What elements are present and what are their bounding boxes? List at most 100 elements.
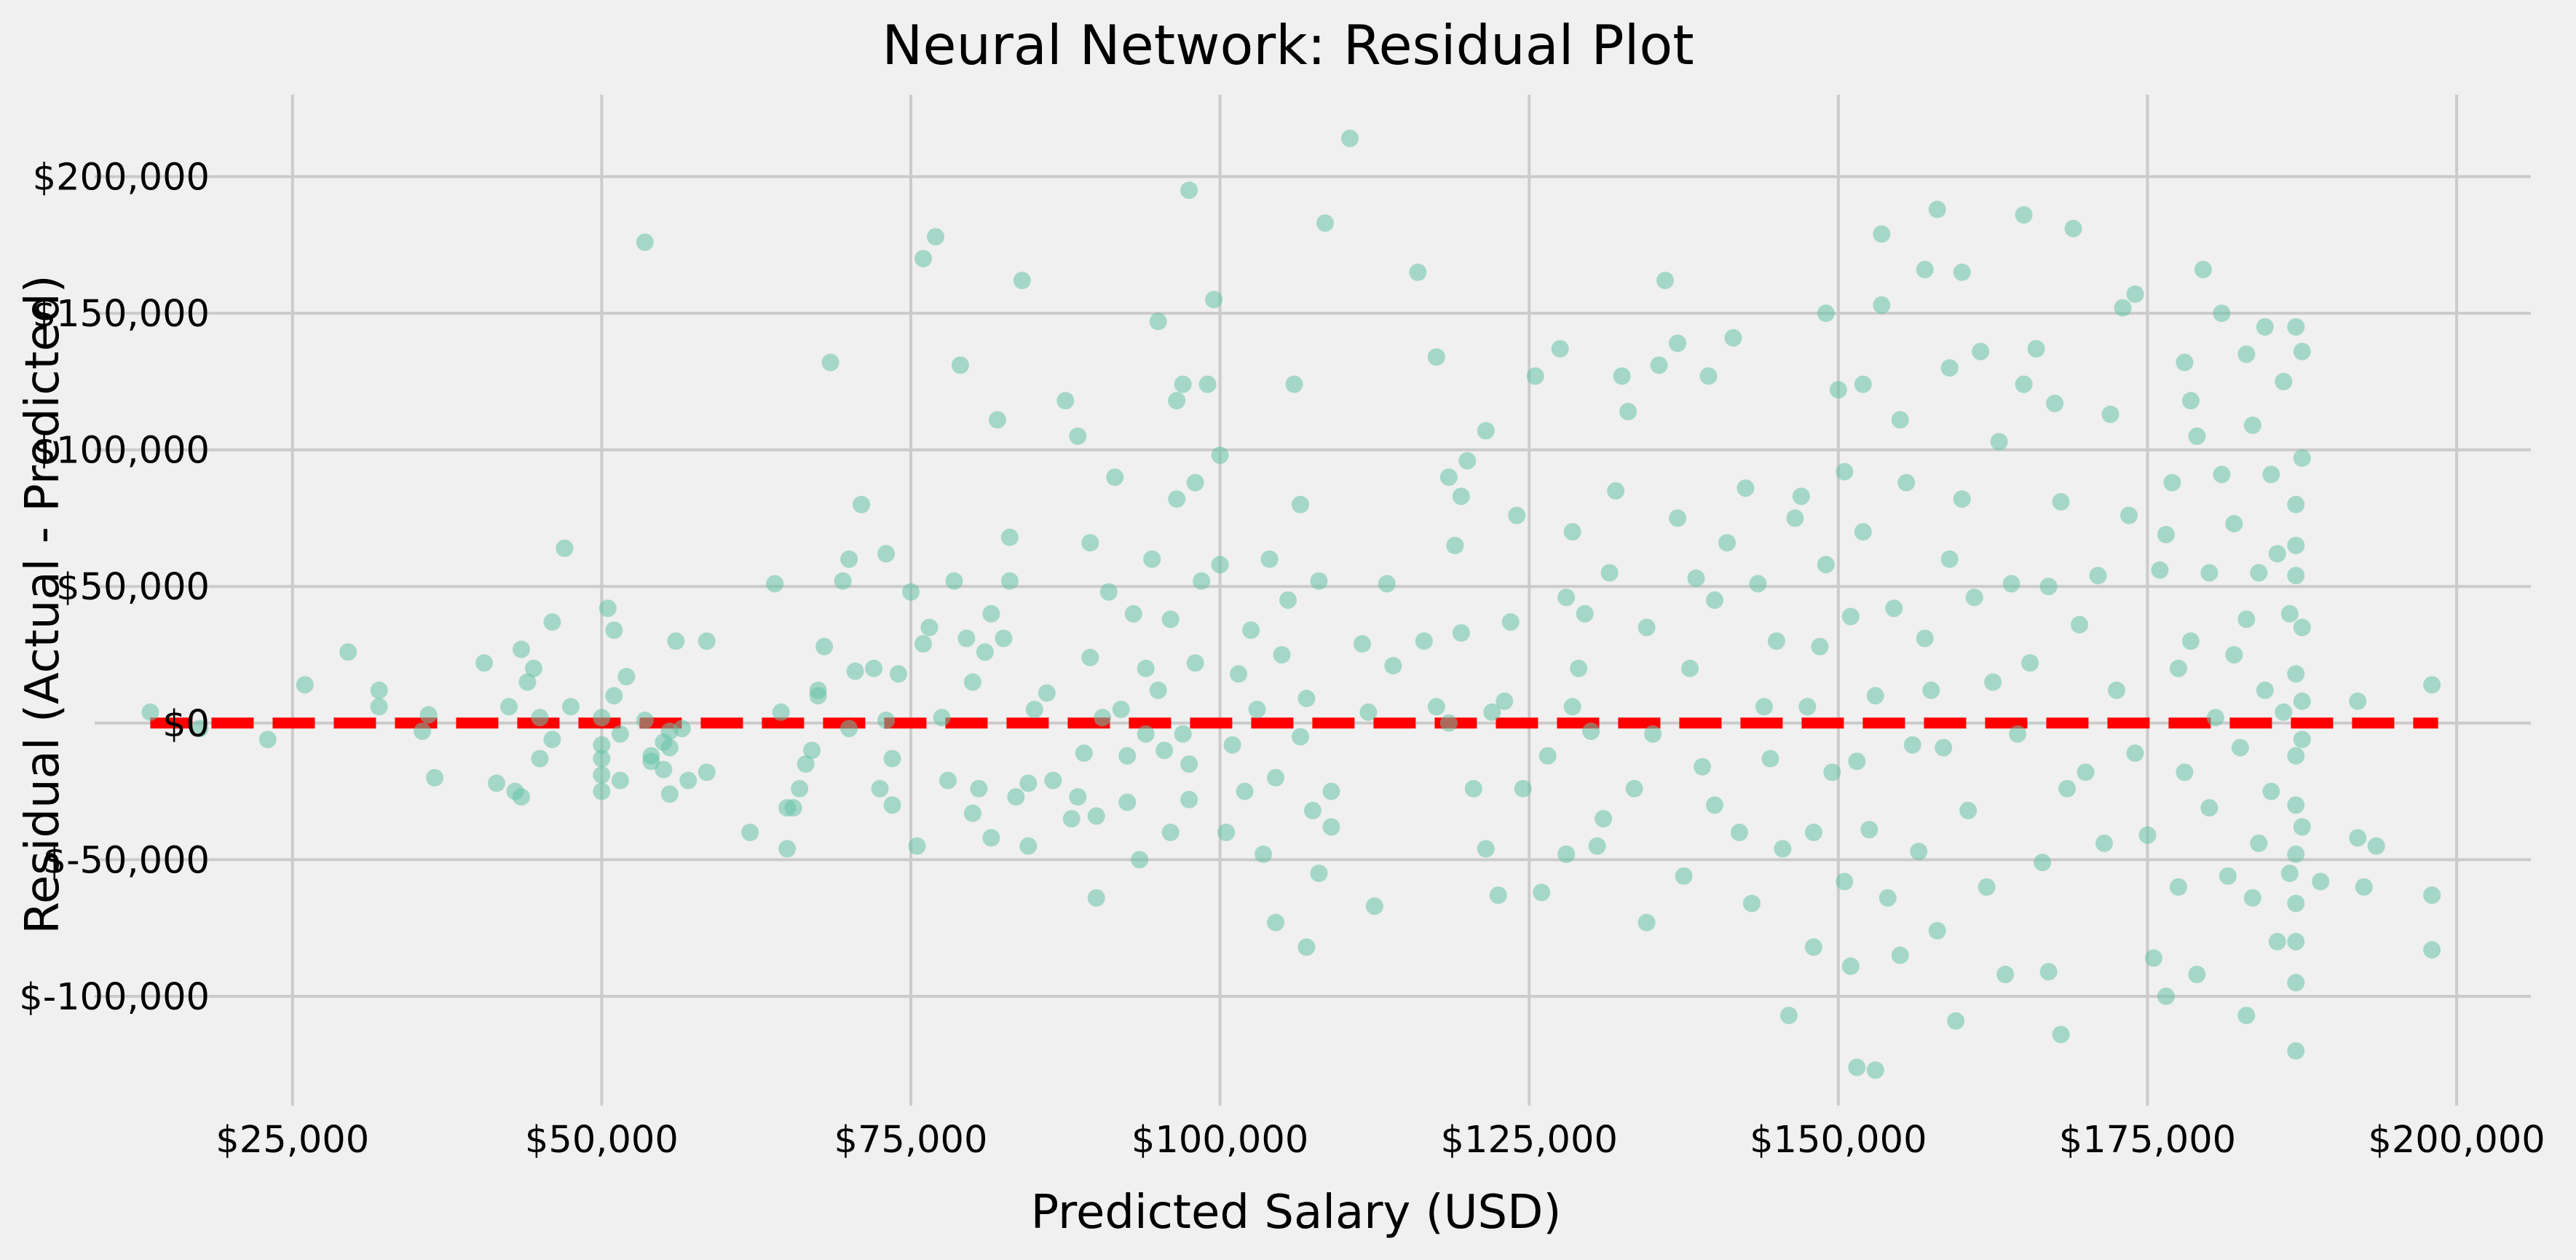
scatter-point — [2015, 206, 2033, 224]
scatter-point — [2237, 1007, 2256, 1025]
scatter-point — [1149, 312, 1167, 331]
scatter-point — [2206, 709, 2224, 727]
scatter-point — [2349, 692, 2367, 710]
scatter-point — [797, 755, 815, 773]
scatter-point — [524, 659, 542, 677]
scatter-point — [2058, 779, 2077, 798]
scatter-point — [1310, 865, 1328, 883]
scatter-point — [1706, 591, 1724, 609]
scatter-point — [1297, 938, 1316, 956]
scatter-point — [1081, 534, 1099, 552]
chart-title: Neural Network: Residual Plot — [882, 13, 1694, 77]
scatter-point — [1118, 747, 1137, 765]
scatter-point — [791, 779, 809, 798]
scatter-point — [2064, 219, 2082, 237]
scatter-point — [945, 572, 963, 590]
scatter-point — [1211, 556, 1229, 574]
scatter-point — [1841, 607, 1860, 626]
scatter-point — [877, 712, 896, 730]
scatter-point — [2243, 889, 2261, 907]
scatter-point — [1903, 736, 1921, 754]
scatter-point — [419, 706, 438, 724]
scatter-point — [1118, 793, 1137, 811]
scatter-point — [1161, 610, 1180, 629]
scatter-point — [2287, 1042, 2305, 1060]
scatter-point — [1359, 703, 1378, 721]
scatter-point — [853, 495, 871, 513]
scatter-point — [2293, 692, 2311, 710]
scatter-point — [1322, 782, 1340, 800]
scatter-point — [2181, 392, 2200, 410]
scatter-point — [370, 698, 388, 716]
scatter-point — [673, 720, 691, 738]
scatter-point — [1025, 701, 1043, 719]
scatter-point — [890, 665, 908, 683]
scatter-point — [877, 545, 896, 563]
scatter-point — [988, 411, 1006, 429]
scatter-point — [1477, 422, 1495, 440]
x-tick-label: $75,000 — [834, 1119, 988, 1162]
scatter-point — [1174, 725, 1192, 743]
scatter-point — [1452, 487, 1470, 505]
scatter-point — [1737, 479, 1755, 497]
scatter-point — [2287, 318, 2305, 336]
scatter-point — [1230, 665, 1248, 683]
scatter-point — [865, 659, 883, 677]
scatter-point — [741, 823, 759, 841]
x-tick-labels: $25,000 $50,000 $75,000 $100,000 $125,000 $15… — [216, 1119, 2545, 1162]
scatter-point — [1625, 779, 1643, 798]
scatter-point — [1928, 921, 1946, 940]
scatter-point — [1267, 913, 1285, 932]
scatter-point — [2119, 506, 2138, 524]
scatter-point — [1595, 810, 1613, 828]
scatter-point — [1675, 867, 1693, 885]
scatter-point — [2349, 829, 2367, 847]
scatter-point — [2250, 834, 2268, 852]
scatter-point — [1607, 481, 1625, 500]
scatter-point — [1464, 779, 1482, 798]
scatter-point — [1087, 807, 1105, 825]
scatter-point — [1198, 375, 1217, 393]
scatter-point — [2275, 703, 2293, 721]
scatter-point — [1817, 556, 1835, 574]
scatter-point — [1848, 1058, 1866, 1076]
scatter-point — [1316, 214, 1334, 232]
scatter-point — [2355, 878, 2373, 896]
scatter-point — [1099, 583, 1118, 601]
scatter-point — [475, 654, 494, 672]
scatter-point — [1062, 810, 1080, 828]
x-tick-label: $50,000 — [525, 1119, 679, 1162]
scatter-point — [611, 771, 629, 790]
scatter-point — [1600, 564, 1619, 582]
scatter-point — [1168, 392, 1186, 410]
scatter-point — [512, 788, 530, 806]
y-tick-label: $-50,000 — [43, 839, 210, 882]
scatter-point — [2287, 974, 2305, 992]
scatter-point — [1588, 837, 1606, 855]
scatter-point — [660, 739, 679, 757]
x-tick-label: $175,000 — [2059, 1119, 2236, 1162]
scatter-point — [2423, 941, 2441, 959]
scatter-point — [1891, 946, 1909, 964]
scatter-point — [1681, 659, 1699, 677]
scatter-point — [598, 599, 617, 618]
scatter-point — [1180, 181, 1198, 200]
scatter-point — [543, 731, 561, 749]
scatter-point — [1953, 263, 1971, 281]
scatter-point — [883, 796, 901, 814]
scatter-point — [1260, 550, 1279, 568]
scatter-point — [995, 629, 1013, 647]
scatter-point — [414, 722, 432, 741]
scatter-point — [1223, 736, 1241, 754]
scatter-point — [1866, 1061, 1884, 1079]
scatter-point — [1069, 427, 1087, 445]
scatter-point — [296, 676, 314, 694]
scatter-point — [2039, 578, 2058, 596]
scatter-point — [2181, 632, 2200, 650]
scatter-point — [655, 760, 673, 779]
scatter-point — [2367, 837, 2385, 855]
scatter-point — [1439, 714, 1458, 732]
scatter-point — [593, 736, 611, 754]
scatter-point — [2052, 1025, 2070, 1044]
